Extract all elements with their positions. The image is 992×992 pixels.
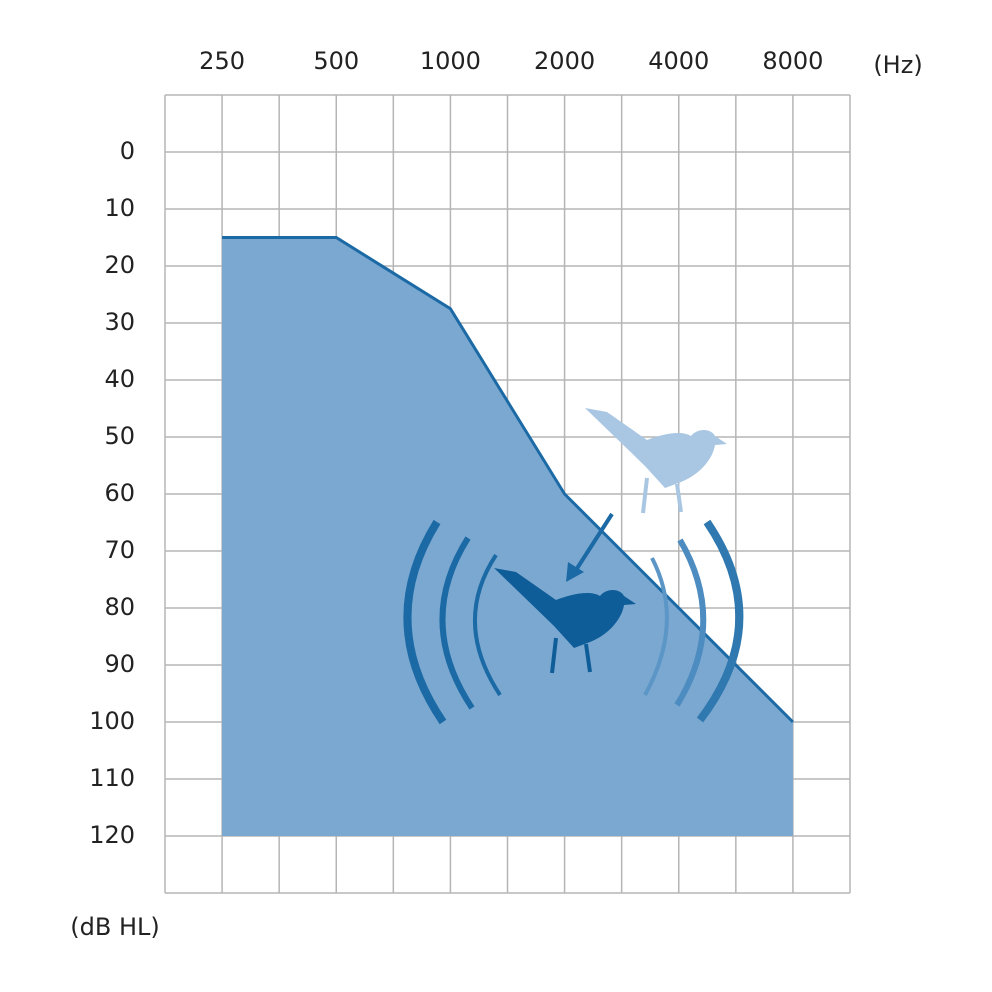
x-axis-label: (Hz) [873,51,922,79]
bird-light [585,408,727,514]
y-tick-label: 0 [120,137,135,165]
y-tick-label: 110 [89,764,135,792]
y-tick-label: 30 [104,308,135,336]
illustration [403,408,744,725]
y-tick-label: 70 [104,536,135,564]
wave [472,553,502,697]
y-tick-label: 80 [104,593,135,621]
y-tick-label: 20 [104,251,135,279]
wave [696,519,744,723]
sound-waves [403,519,744,725]
arrow-head [566,562,584,582]
y-tick-label: 50 [104,422,135,450]
y-tick-label: 60 [104,479,135,507]
wave [403,519,447,725]
y-tick-label: 10 [104,194,135,222]
y-tick-label: 120 [89,821,135,849]
wave [643,557,669,696]
x-tick-label: 1000 [420,47,481,75]
y-tick-label: 40 [104,365,135,393]
y-axis-label: (dB HL) [70,913,159,941]
x-tick-label: 8000 [762,47,823,75]
arrow [574,512,614,572]
x-tick-label: 4000 [648,47,709,75]
x-tick-label: 500 [313,47,359,75]
x-tick-label: 250 [199,47,245,75]
wave [439,536,475,710]
wave [674,538,707,707]
line [222,236,794,724]
bird-dark [494,568,636,674]
y-tick-label: 100 [89,707,135,735]
y-tick-label: 90 [104,650,135,678]
x-tick-label: 2000 [534,47,595,75]
